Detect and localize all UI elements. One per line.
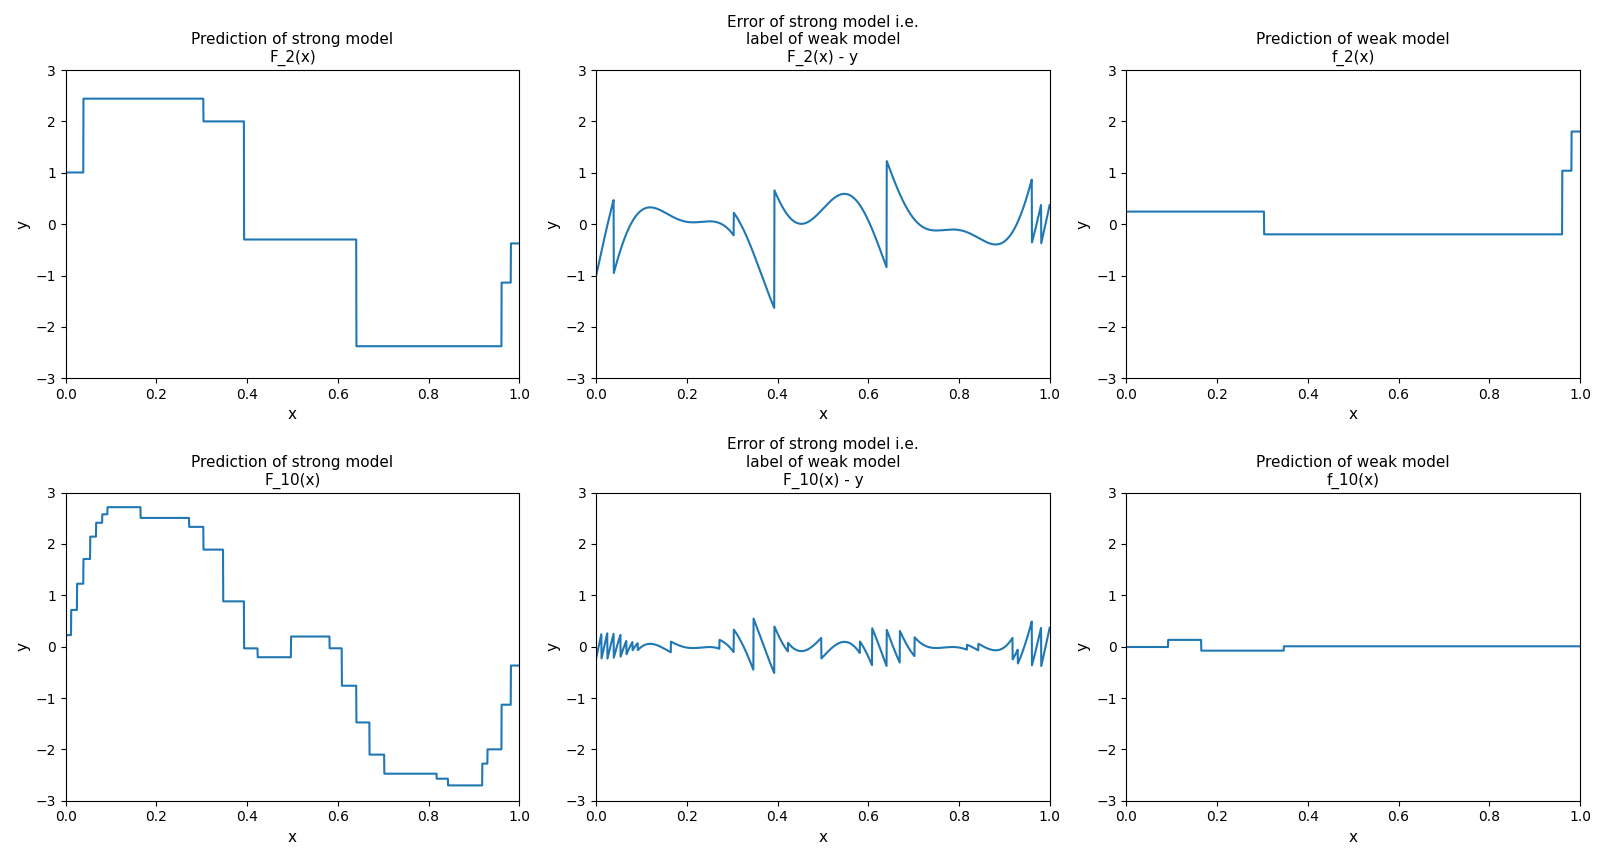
Title: Prediction of weak model
f_2(x): Prediction of weak model f_2(x) [1255,33,1449,66]
Y-axis label: y: y [546,642,560,651]
Title: Error of strong model i.e.
label of weak model
F_2(x) - y: Error of strong model i.e. label of weak… [727,15,918,66]
Y-axis label: y: y [14,642,30,651]
Title: Prediction of strong model
F_10(x): Prediction of strong model F_10(x) [191,455,393,488]
Y-axis label: y: y [1075,642,1090,651]
Title: Prediction of weak model
f_10(x): Prediction of weak model f_10(x) [1255,455,1449,488]
Title: Error of strong model i.e.
label of weak model
F_10(x) - y: Error of strong model i.e. label of weak… [727,438,918,488]
X-axis label: x: x [819,408,827,422]
X-axis label: x: x [287,408,297,422]
Title: Prediction of strong model
F_2(x): Prediction of strong model F_2(x) [191,33,393,66]
X-axis label: x: x [819,830,827,845]
X-axis label: x: x [1348,830,1356,845]
X-axis label: x: x [287,830,297,845]
X-axis label: x: x [1348,408,1356,422]
Y-axis label: y: y [1075,219,1090,229]
Y-axis label: y: y [546,219,560,229]
Y-axis label: y: y [14,219,30,229]
